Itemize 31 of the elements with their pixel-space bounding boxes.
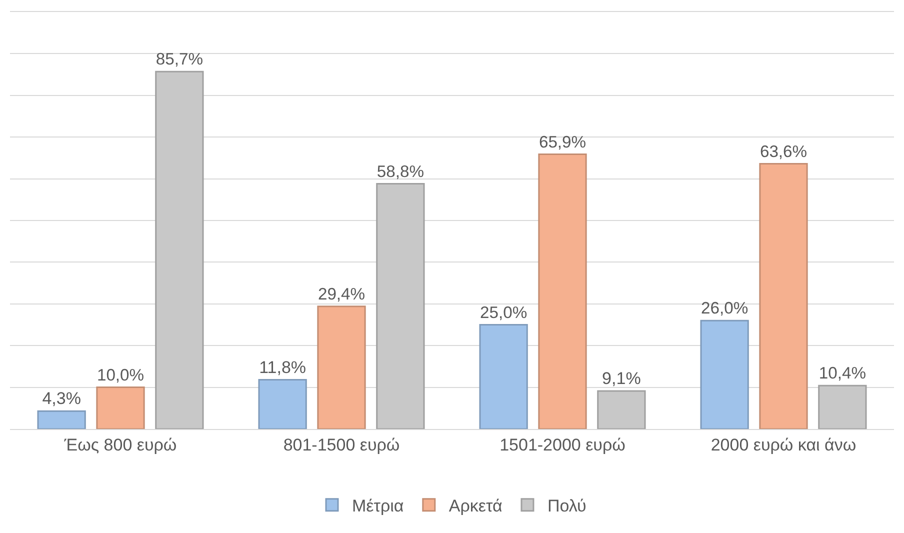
bar [759, 163, 808, 429]
bar [538, 153, 587, 429]
bar [96, 386, 145, 429]
x-tick-label: 1501-2000 ευρώ [500, 435, 626, 454]
x-tick-label: 2000 ευρώ και άνω [710, 435, 856, 454]
bar [317, 306, 366, 429]
bar [258, 379, 307, 429]
legend-label: Πολύ [547, 496, 586, 516]
data-label: 25,0% [480, 302, 528, 322]
x-tick-label: 801-1500 ευρώ [283, 435, 400, 454]
data-label: 10,4% [818, 364, 866, 383]
bar [597, 390, 646, 429]
data-label: 9,1% [602, 369, 641, 388]
bar [818, 384, 867, 429]
bar [700, 320, 749, 429]
data-label: 26,0% [701, 298, 748, 318]
data-label: 65,9% [538, 132, 586, 152]
legend-label: Μέτρια [352, 496, 404, 516]
bar [37, 410, 86, 429]
data-label: 29,4% [318, 284, 366, 304]
bar [376, 183, 425, 429]
data-label: 10,0% [96, 365, 144, 384]
x-tick-label: Έως 800 ευρώ [63, 435, 177, 454]
data-label: 85,7% [156, 50, 204, 69]
bar [479, 324, 528, 429]
legend-label: Αρκετά [448, 496, 502, 516]
data-label: 63,6% [760, 142, 808, 161]
data-label: 58,8% [376, 162, 424, 181]
bar [155, 70, 204, 429]
data-label: 4,3% [42, 389, 81, 408]
data-label: 11,8% [259, 358, 306, 377]
